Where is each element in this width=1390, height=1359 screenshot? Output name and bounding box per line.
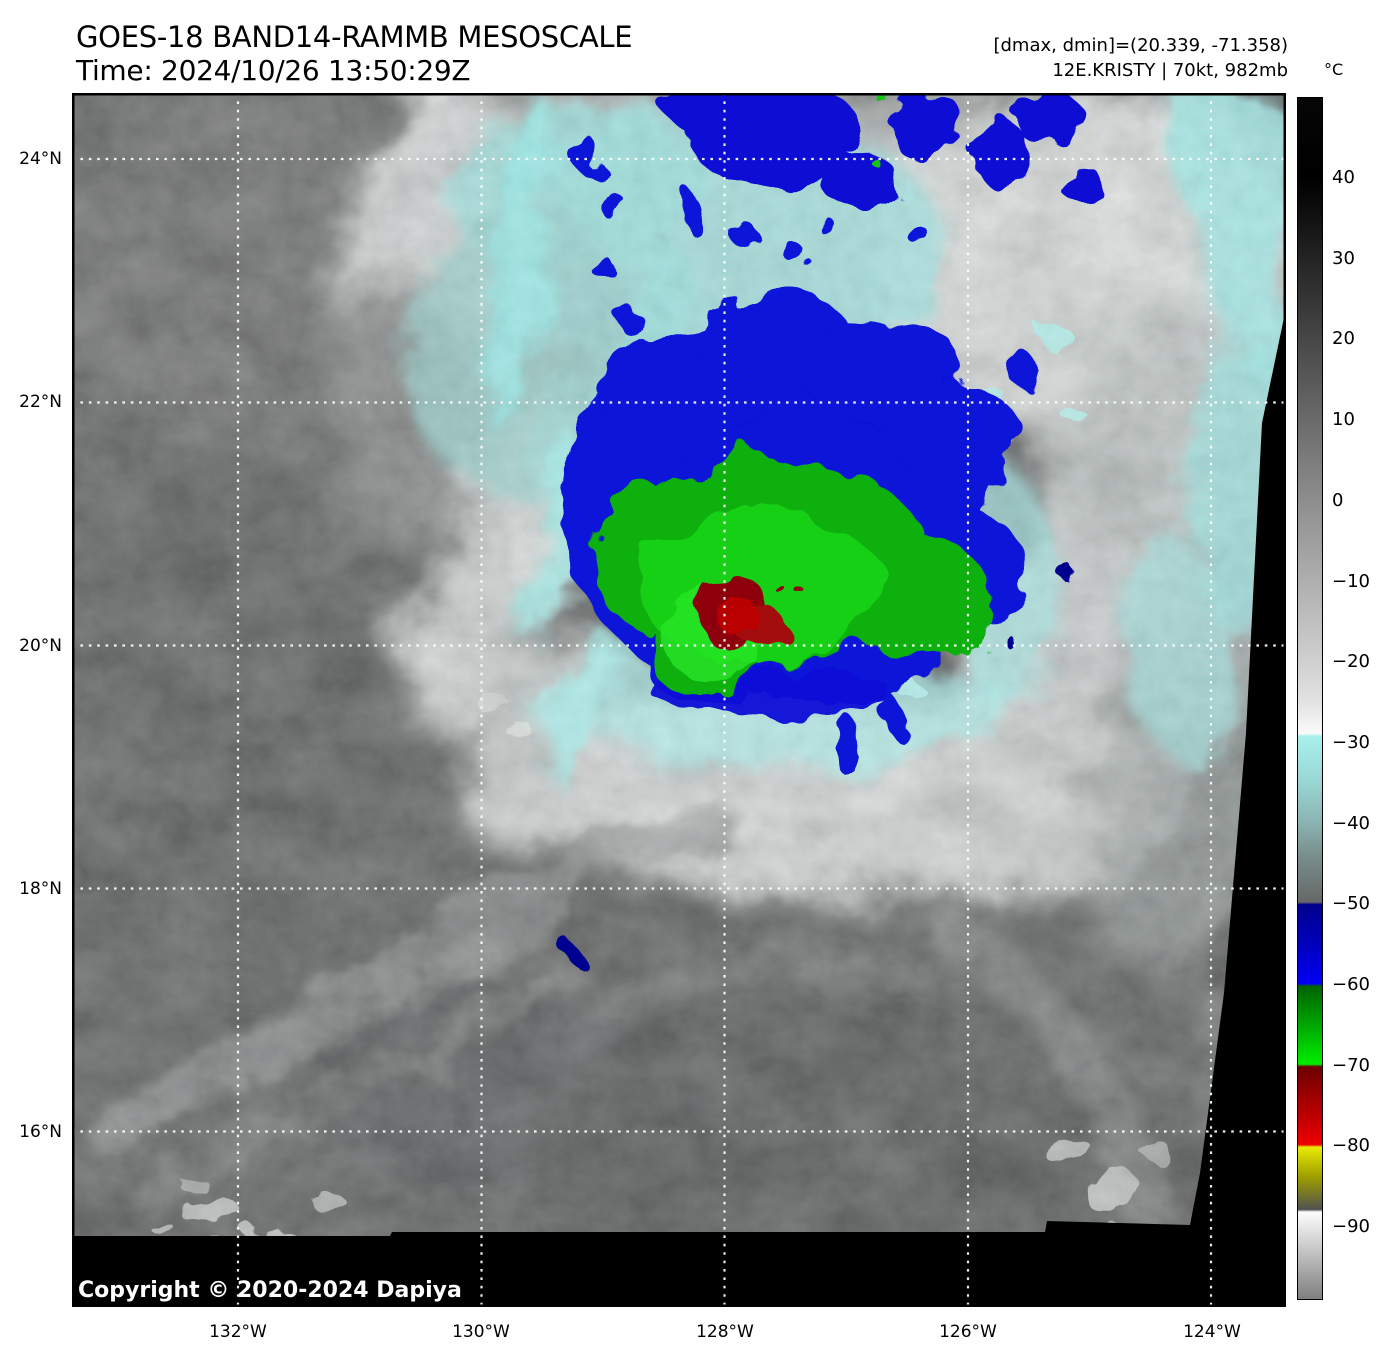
lat-label-16n: 16°N	[19, 1122, 62, 1142]
lon-label-126w: 126°W	[939, 1322, 997, 1342]
colorbar-tick-label: −90	[1332, 1216, 1370, 1237]
colorbar-tick-label: −70	[1332, 1055, 1370, 1076]
lon-label-130w: 130°W	[452, 1322, 510, 1342]
storm-annotation: 12E.KRISTY | 70kt, 982mb	[1052, 60, 1288, 81]
colorbar-tick-label: −10	[1332, 571, 1370, 592]
colorbar-tick-label: 0	[1332, 490, 1344, 511]
coldest-top-red-core	[700, 573, 802, 653]
lon-label-132w: 132°W	[209, 1322, 267, 1342]
colorbar-tick-label: −50	[1332, 893, 1370, 914]
map-area: Copyright © 2020-2024 Dapiya	[72, 93, 1286, 1307]
colorbar-tick-label: −20	[1332, 651, 1370, 672]
temperature-colorbar	[1297, 97, 1323, 1300]
satellite-image	[72, 93, 1286, 1307]
colorbar-tick-label: 20	[1332, 328, 1355, 349]
dmax-dmin-annotation: [dmax, dmin]=(20.339, -71.358)	[993, 35, 1288, 56]
annotation-block: [dmax, dmin]=(20.339, -71.358) 12E.KRIST…	[993, 33, 1288, 83]
colorbar-tick-label: 40	[1332, 167, 1355, 188]
lat-label-22n: 22°N	[19, 392, 62, 412]
colorbar-tick-label: −80	[1332, 1135, 1370, 1156]
lat-label-18n: 18°N	[19, 879, 62, 899]
graticule-gridlines	[72, 93, 1286, 1307]
lon-label-128w: 128°W	[696, 1322, 754, 1342]
colorbar-tick-label: −40	[1332, 813, 1370, 834]
colorbar-tick-label: −30	[1332, 732, 1370, 753]
colorbar-tick-label: 10	[1332, 409, 1355, 430]
map-frame	[72, 93, 1286, 1307]
timestamp: Time: 2024/10/26 13:50:29Z	[76, 54, 471, 87]
colorbar-tick-label: −60	[1332, 974, 1370, 995]
colorbar-tick-label: 30	[1332, 248, 1355, 269]
lat-label-20n: 20°N	[19, 636, 62, 656]
lon-label-124w: 124°W	[1183, 1322, 1241, 1342]
lat-label-24n: 24°N	[19, 149, 62, 169]
colorbar-unit-label: °C	[1324, 60, 1344, 79]
page-title: GOES-18 BAND14-RAMMB MESOSCALE	[76, 20, 633, 54]
copyright-label: Copyright © 2020-2024 Dapiya	[78, 1278, 462, 1303]
